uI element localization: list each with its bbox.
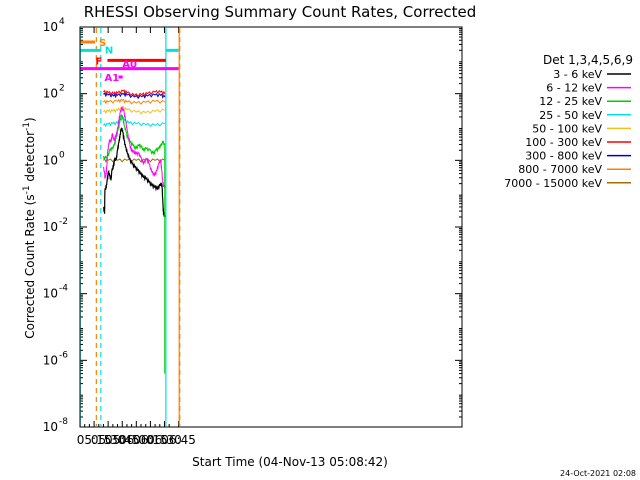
x-tick-label: 06:15	[133, 433, 168, 447]
x-tick-label: 06:30	[147, 433, 182, 447]
x-axis-label: Start Time (04-Nov-13 05:08:42)	[192, 455, 388, 469]
series-line	[102, 127, 166, 218]
y-tick-label: 10	[43, 87, 58, 101]
series-line	[103, 105, 166, 115]
legend-label: 12 - 25 keV	[539, 95, 602, 108]
plot-frame	[79, 26, 463, 428]
x-tick-label: 06:45	[161, 433, 196, 447]
legend-label: 300 - 800 keV	[525, 150, 602, 163]
y-axis-label-part3: )	[23, 117, 37, 122]
state-bar-label: N	[105, 45, 113, 56]
legend-label: 7000 - 15000 keV	[504, 177, 602, 190]
y-tick-exponent: 0	[59, 150, 65, 160]
x-tick-label: 06:00	[119, 433, 154, 447]
legend-label: 3 - 6 keV	[553, 68, 602, 81]
series-line	[103, 89, 166, 98]
legend-label: 800 - 7000 keV	[518, 163, 602, 176]
series-line	[103, 105, 166, 189]
y-tick-label: 10	[43, 20, 58, 34]
series-line	[103, 92, 166, 100]
y-tick-label: 10	[43, 220, 58, 234]
state-bar-label: S	[99, 38, 106, 49]
y-tick-label: 10	[43, 353, 58, 367]
y-axis-label-part2: detector	[23, 131, 37, 186]
legend-label: 50 - 100 keV	[532, 122, 602, 135]
x-tick-label: 05:30	[91, 433, 126, 447]
legend-label: 6 - 12 keV	[546, 82, 602, 95]
y-axis-label: Corrected Count Rate (s-1 detector-1)	[22, 117, 37, 338]
y-axis-label-part1: Corrected Count Rate (s	[23, 194, 37, 338]
y-axis-label-sup1: -1	[22, 185, 32, 194]
legend-label: 100 - 300 keV	[525, 136, 602, 149]
y-tick-label: 10	[43, 287, 58, 301]
y-tick-exponent: -4	[59, 284, 68, 294]
y-tick-exponent: -2	[59, 217, 68, 227]
y-tick-exponent: -6	[59, 350, 68, 360]
timestamp: 24-Oct-2021 02:08	[560, 469, 636, 478]
x-tick-label: 05:45	[105, 433, 140, 447]
x-tick-label: 05:15	[77, 433, 112, 447]
legend-label: 25 - 50 keV	[539, 109, 602, 122]
y-tick-exponent: -8	[59, 417, 68, 427]
chart-title: RHESSI Observing Summary Count Rates, Co…	[84, 3, 477, 21]
y-tick-exponent: 2	[59, 84, 65, 94]
state-bar-label: A0	[122, 60, 137, 71]
legend-header: Det 1,3,4,5,6,9	[543, 53, 633, 67]
series-line	[103, 98, 166, 105]
y-axis-label-sup2: -1	[22, 122, 32, 131]
state-bar-label: F	[95, 56, 102, 67]
state-bar-label: A1	[104, 73, 119, 84]
y-tick-label: 10	[43, 420, 58, 434]
y-tick-label: 10	[43, 153, 58, 167]
y-tick-exponent: 4	[59, 17, 65, 27]
